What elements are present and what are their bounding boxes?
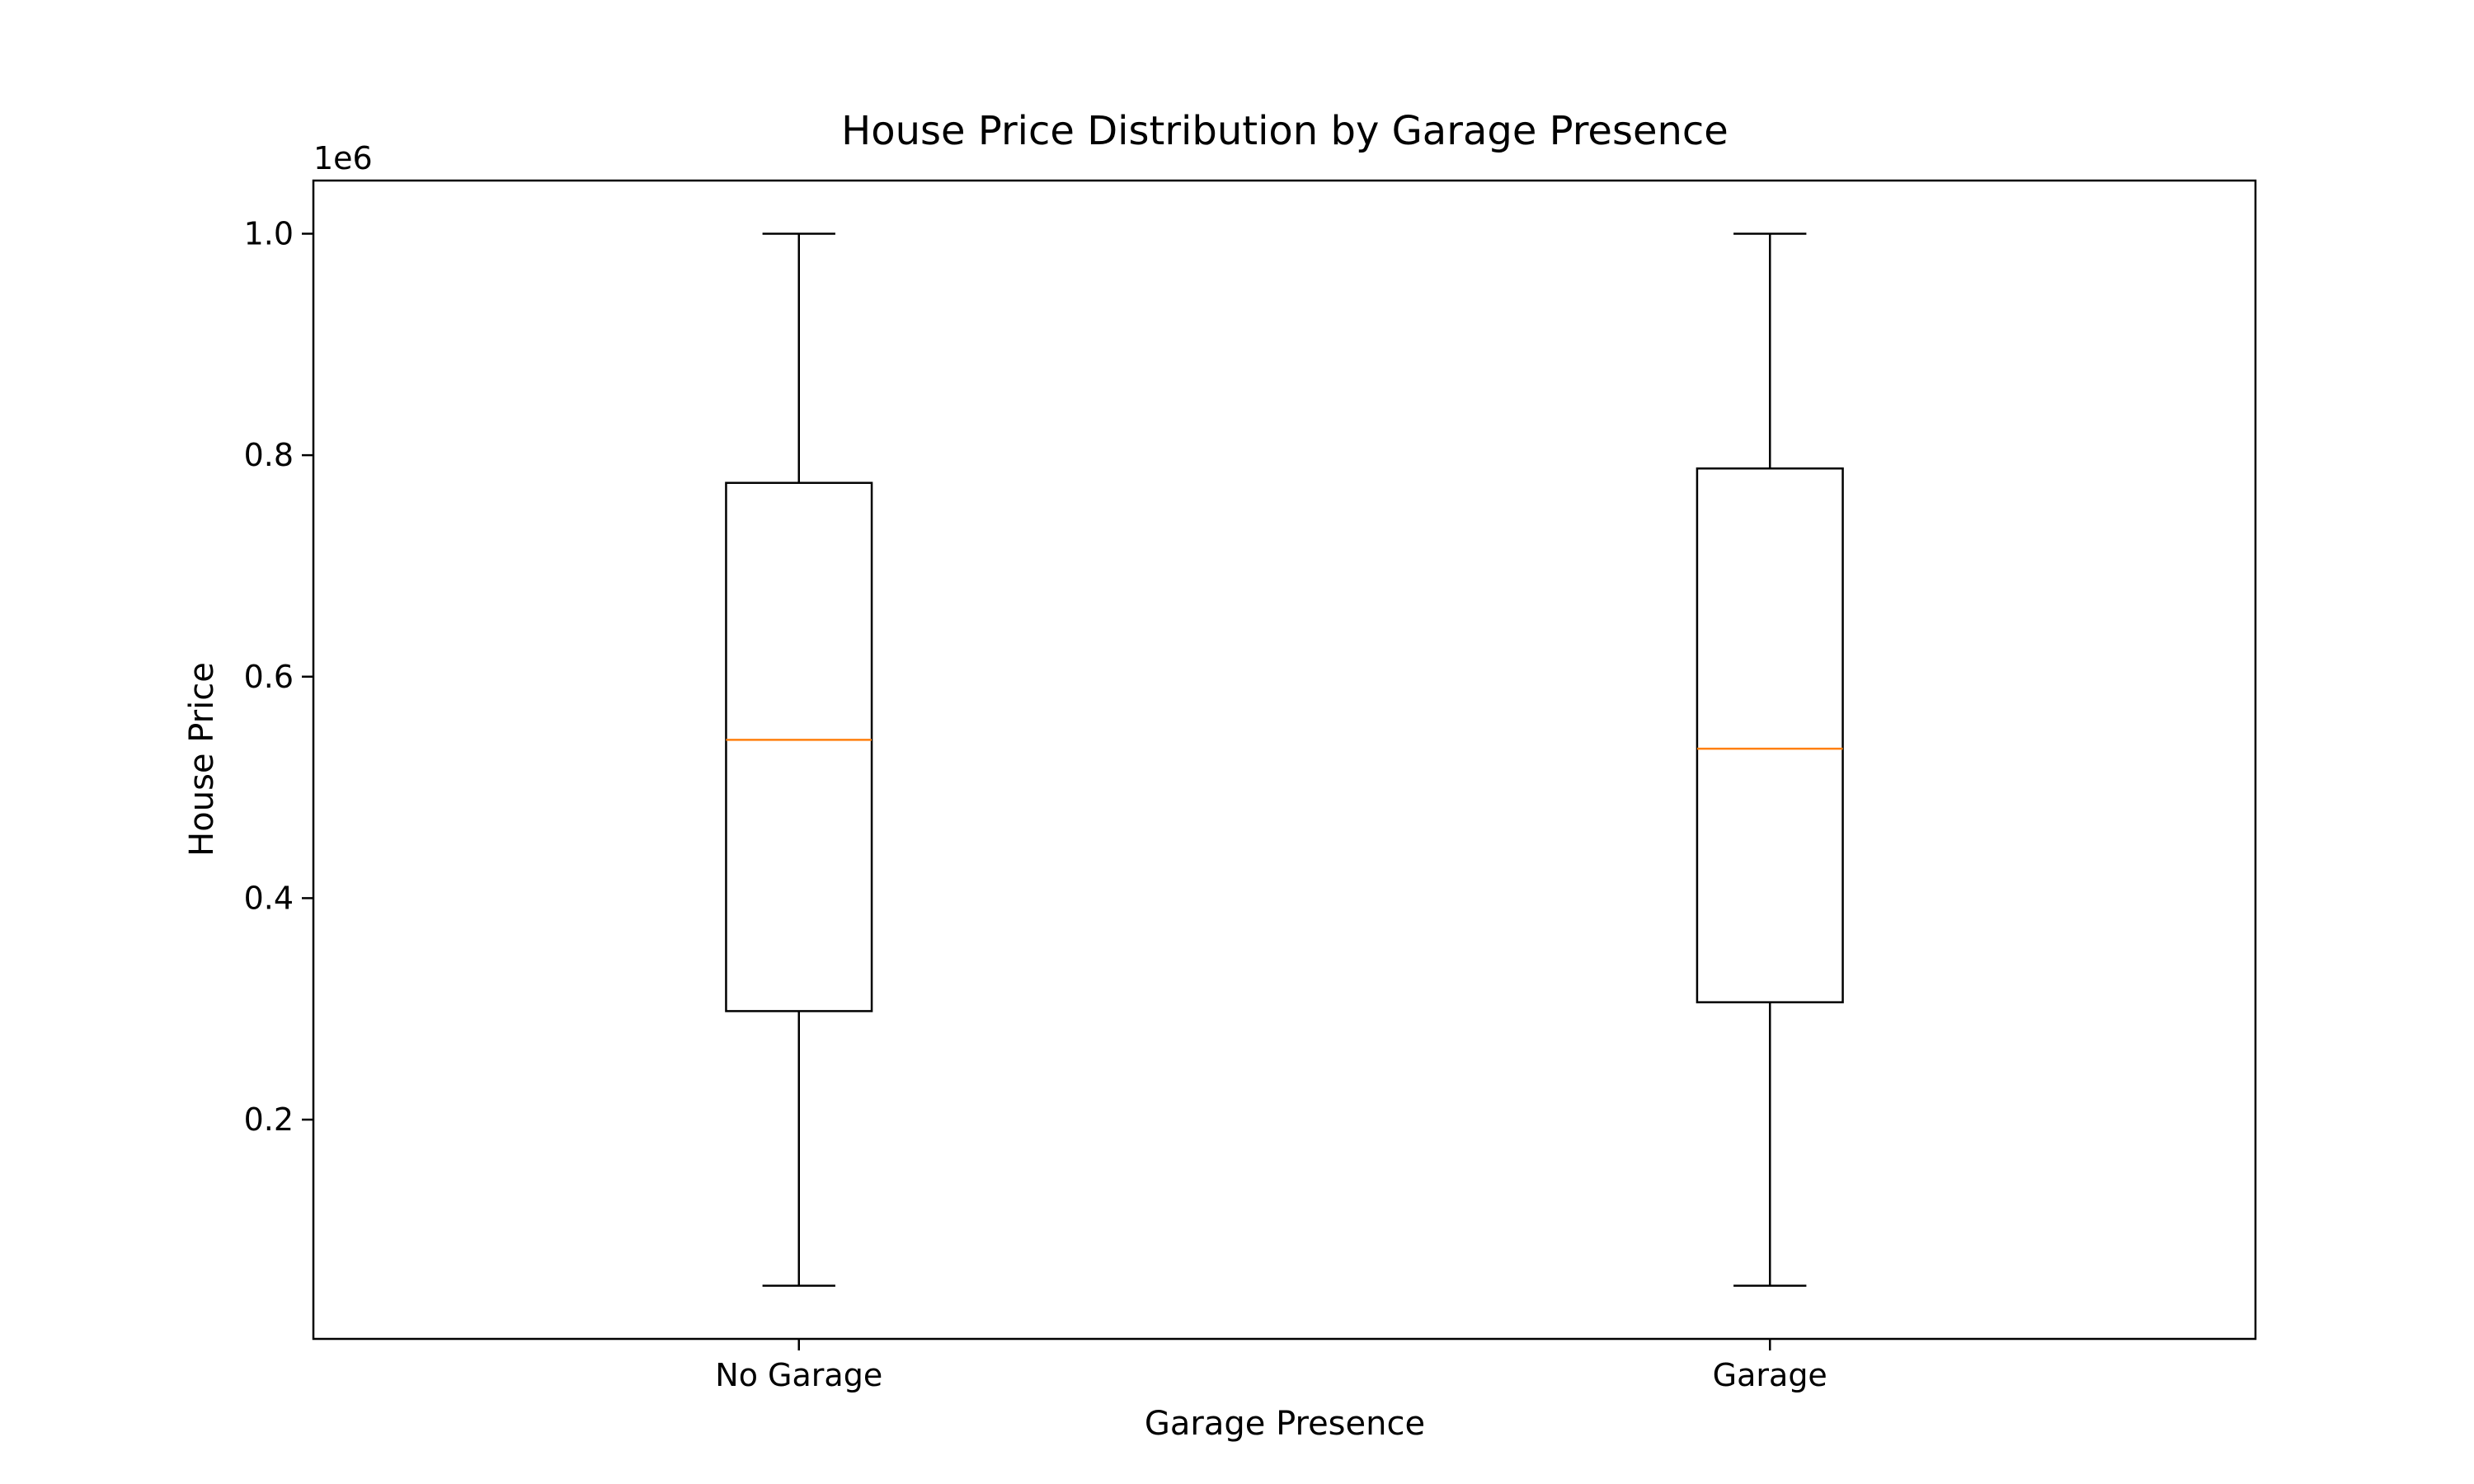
plot-area: 0.2 0.4 0.6 0.8 1.0 No Garage Garage bbox=[244, 215, 1844, 1393]
iqr-box bbox=[725, 481, 873, 1012]
x-axis-label: Garage Presence bbox=[1145, 1405, 1425, 1443]
x-tick-label: No Garage bbox=[715, 1357, 882, 1393]
y-axis-label: House Price bbox=[183, 662, 221, 857]
y-offset-label: 1e6 bbox=[313, 140, 373, 176]
axes-frame bbox=[312, 179, 2257, 1341]
chart-title: House Price Distribution by Garage Prese… bbox=[841, 108, 1729, 154]
y-tick-label: 0.4 bbox=[244, 880, 294, 916]
y-tick-label: 0.8 bbox=[244, 437, 294, 473]
y-tick-label: 0.2 bbox=[244, 1101, 294, 1138]
x-tick-label: Garage bbox=[1713, 1357, 1827, 1393]
iqr-box bbox=[1696, 467, 1844, 1003]
y-tick-label: 0.6 bbox=[244, 659, 294, 695]
y-tick-label: 1.0 bbox=[244, 215, 294, 251]
